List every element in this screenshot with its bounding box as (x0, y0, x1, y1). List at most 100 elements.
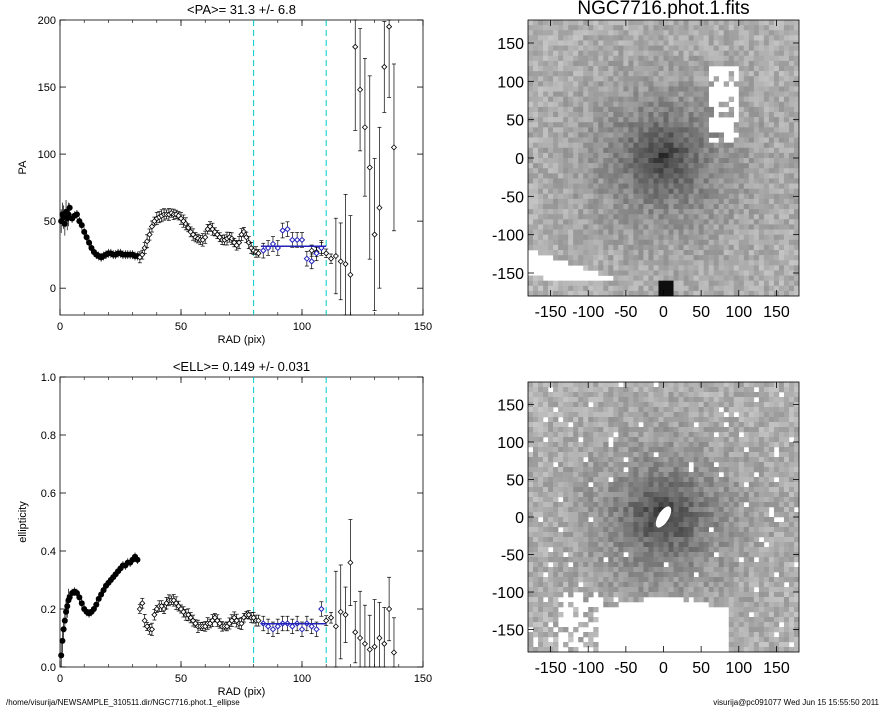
image1-pixel (643, 101, 649, 108)
image1-pixel (723, 40, 730, 46)
image1-pixel (588, 193, 594, 200)
image2-pixel (653, 492, 659, 498)
image2-pixel (698, 387, 704, 393)
image1-pixel (668, 229, 674, 235)
image1-pixel (588, 112, 594, 118)
image1-pixel (653, 224, 659, 230)
image2-pixel (593, 457, 599, 463)
image2-pixel (608, 387, 614, 393)
image1-pixel (743, 40, 750, 46)
image2-pixel (688, 437, 694, 443)
image1-pixel (648, 91, 654, 97)
image1-pixel (698, 55, 704, 62)
image1-pixel (768, 280, 775, 287)
image1-pixel (593, 224, 599, 230)
image1-pixel (648, 147, 654, 154)
image1-pixel (643, 265, 649, 271)
image1-pixel (608, 66, 614, 72)
image1-pixel (688, 40, 694, 46)
image1-pixel (728, 260, 735, 266)
image1-pixel (748, 50, 755, 57)
image1-pixel (678, 265, 684, 271)
image1-pixel (693, 86, 699, 92)
image1-pixel (533, 209, 539, 215)
image2-pixel (738, 417, 745, 423)
image1-pixel (753, 280, 760, 287)
image2-pixel (738, 412, 745, 418)
image2-pixel (538, 487, 544, 493)
image2-pixel (553, 482, 559, 488)
image1-pixel (738, 96, 745, 103)
image1-pixel (773, 122, 780, 128)
image1-pixel (788, 122, 795, 128)
image1-pixel (708, 255, 714, 261)
image1-pixel (773, 152, 780, 159)
image1-pixel (633, 250, 639, 256)
image1-pixel (748, 239, 755, 246)
image1-pixel (573, 81, 579, 87)
image1-pixel (593, 71, 599, 77)
image1-pixel (563, 255, 569, 261)
image2-pixel (683, 397, 689, 403)
image2-pixel (693, 437, 699, 443)
image1-pixel (548, 91, 554, 97)
image1-pixel (723, 219, 730, 225)
image1-pixel (588, 250, 594, 256)
image2-pixel (658, 472, 664, 478)
image1-pixel (528, 96, 534, 103)
image2-pixel (718, 492, 725, 498)
image1-pixel (573, 250, 579, 256)
image1-pixel (663, 250, 669, 256)
image2-pixel (673, 447, 679, 453)
image1-pixel (558, 168, 564, 174)
image1-pixel (658, 219, 664, 225)
image2-pixel (638, 457, 644, 463)
image1-pixel (758, 66, 765, 72)
image1-pixel (783, 132, 790, 138)
image2-pixel (768, 467, 775, 473)
image2-pixel (533, 392, 539, 398)
image2-pixel (788, 382, 795, 388)
image1-pixel (628, 20, 634, 26)
image1-pixel (673, 188, 679, 195)
image1-pixel (708, 209, 714, 215)
image2-pixel (718, 442, 725, 448)
image1-pixel (763, 142, 770, 149)
image1-pixel (623, 178, 629, 184)
image2-pixel (683, 412, 689, 418)
image2-pixel (563, 397, 569, 403)
plot2-point (134, 556, 141, 563)
image2-pixel (743, 392, 750, 398)
image1-pixel (723, 20, 730, 26)
image2-pixel (533, 442, 539, 448)
image2-pixel (793, 462, 800, 468)
image2-pixel (643, 412, 649, 418)
image2-pixel (528, 462, 534, 468)
image1-pixel (633, 198, 639, 205)
image1-pixel (613, 55, 619, 62)
image2-pixel (693, 477, 699, 483)
image1-pixel (598, 106, 604, 113)
image1-pixel (583, 214, 589, 220)
image1-pixel (698, 152, 704, 159)
image2-pixel (723, 427, 730, 433)
image2-pixel (578, 492, 584, 498)
image2-pixel (613, 392, 619, 398)
image1-pixel (753, 239, 760, 246)
image1-pixel (743, 163, 750, 169)
image1-pixel (533, 173, 539, 179)
image1-pixel (663, 137, 669, 143)
image1-ytick-label: -50 (501, 189, 524, 206)
image1-ytick-label: -100 (492, 228, 524, 245)
image1-pixel (703, 219, 709, 225)
image1-pixel (618, 66, 624, 72)
image2-pixel (703, 387, 709, 393)
image2-pixel (678, 487, 684, 493)
image2-pixel (673, 387, 679, 393)
image1-pixel (643, 45, 649, 51)
image1-pixel (738, 117, 745, 123)
image1-pixel (748, 270, 755, 276)
image2-pixel (688, 452, 694, 458)
image1-pixel (638, 112, 644, 118)
image1-pixel (563, 152, 569, 159)
